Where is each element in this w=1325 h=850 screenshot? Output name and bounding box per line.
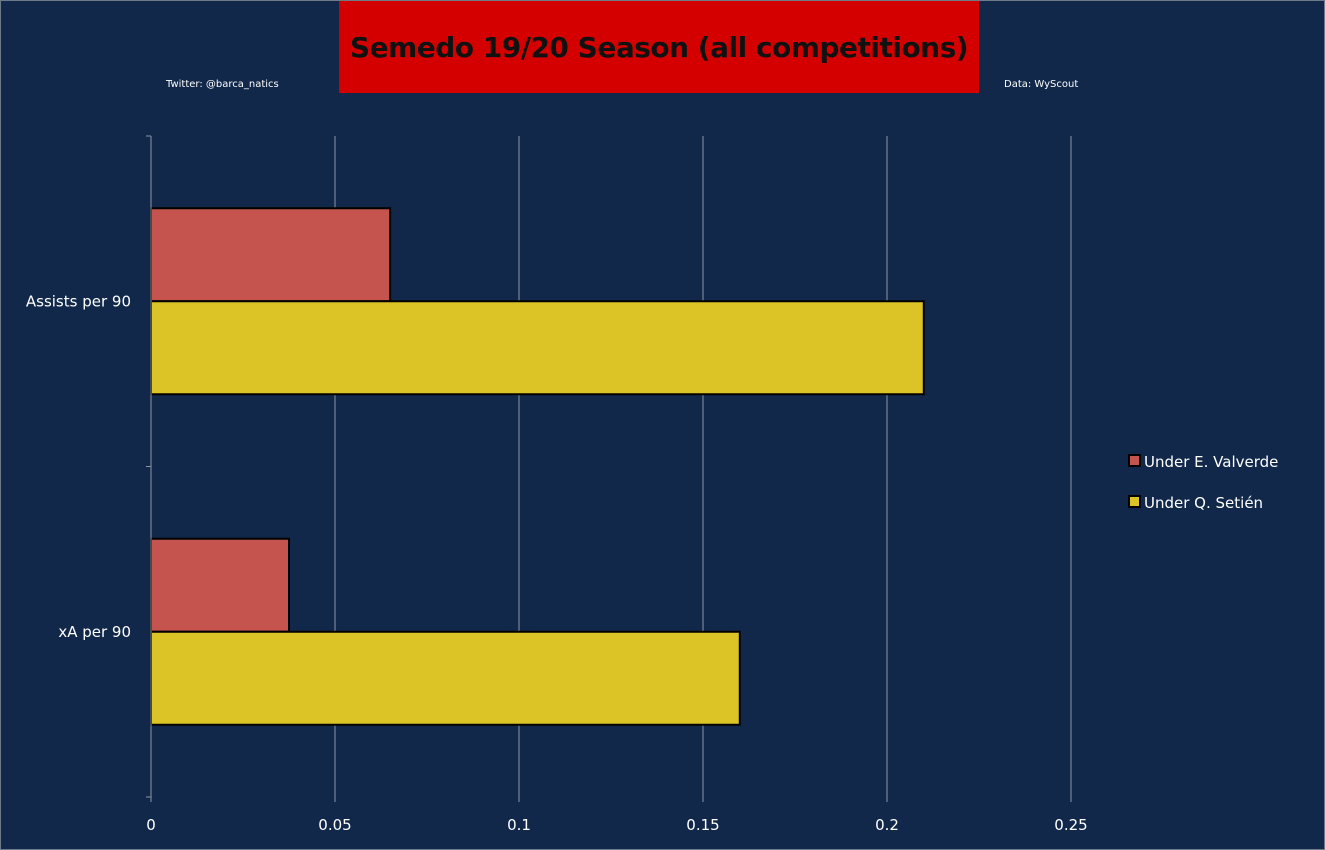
x-tick-label: 0.05 [318,816,351,834]
axes: 0 0.05 0.1 0.15 0.2 0.25 Assists per 90 xA per … [26,135,1088,834]
legend-swatch [1128,495,1141,508]
bar-valverde [150,207,392,303]
x-tick-label: 0 [146,816,156,834]
legend-label: Under Q. Setién [1144,494,1263,512]
data-source-credit: Data: WyScout [1004,79,1079,90]
x-tick-label: 0.15 [686,816,719,834]
legend-label: Under E. Valverde [1144,453,1278,471]
twitter-credit: Twitter: @barca_natics [166,79,279,90]
chart-title-banner: Semedo 19/20 Season (all competitions) [339,1,979,93]
bar-setien [150,630,741,726]
legend-swatch [1128,454,1141,467]
chart-title: Semedo 19/20 Season (all competitions) [349,30,969,64]
bar-setien [150,300,925,396]
y-category-label: Assists per 90 [26,292,131,310]
bars [150,207,925,726]
x-tick-label: 0.1 [507,816,531,834]
y-category-label: xA per 90 [58,623,131,641]
x-tick-label: 0.2 [875,816,899,834]
bar-valverde [150,537,290,633]
legend: Under E. Valverde Under Q. Setién [1128,453,1278,512]
x-tick-label: 0.25 [1054,816,1087,834]
